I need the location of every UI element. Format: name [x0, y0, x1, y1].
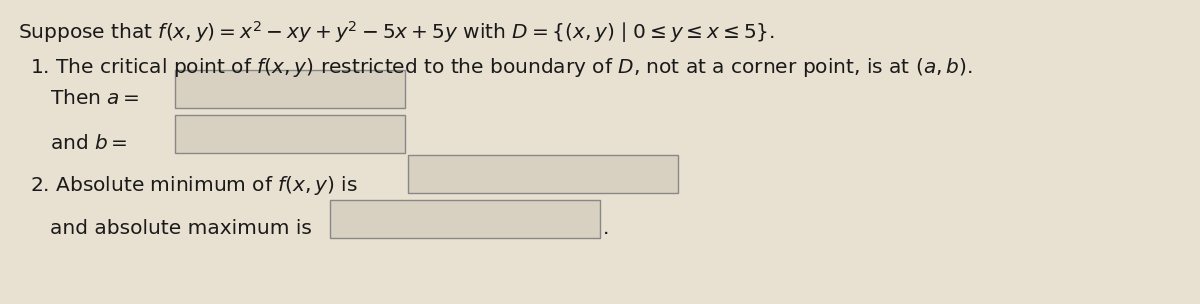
FancyBboxPatch shape	[408, 155, 678, 193]
Text: and absolute maximum is: and absolute maximum is	[50, 219, 312, 238]
Text: Suppose that $f(x, y) = x^2 - xy + y^2 - 5x + 5y$ with $D = \{(x, y) \mid 0 \leq: Suppose that $f(x, y) = x^2 - xy + y^2 -…	[18, 19, 775, 45]
FancyBboxPatch shape	[175, 70, 406, 108]
Text: .: .	[604, 219, 610, 238]
Text: 2. Absolute minimum of $f(x, y)$ is: 2. Absolute minimum of $f(x, y)$ is	[30, 174, 358, 197]
Text: Then $a =$: Then $a =$	[50, 89, 145, 108]
Text: 1. The critical point of $f(x, y)$ restricted to the boundary of $D$, not at a c: 1. The critical point of $f(x, y)$ restr…	[30, 56, 973, 79]
FancyBboxPatch shape	[175, 115, 406, 153]
Text: and $b =$: and $b =$	[50, 134, 133, 153]
FancyBboxPatch shape	[330, 200, 600, 238]
